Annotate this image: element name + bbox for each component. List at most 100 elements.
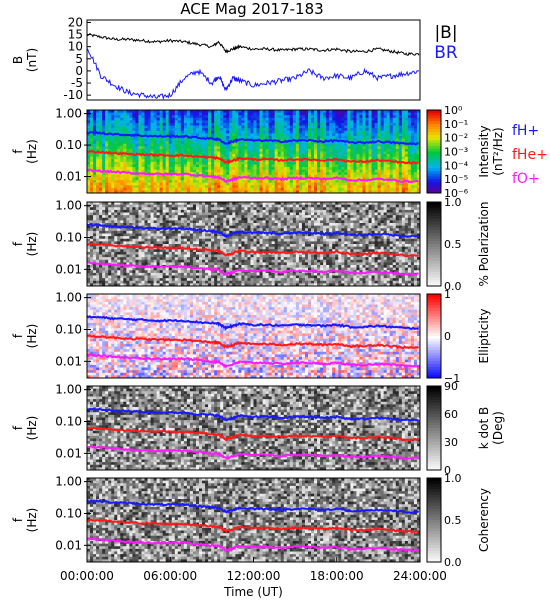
spectrogram-cell [407,135,412,139]
spectrogram-cell [232,125,236,129]
spectrogram-cell [377,151,382,155]
spectrogram-cell [271,172,276,176]
spectrogram-cell [277,141,282,145]
spectrogram-cell [150,151,154,155]
spectrogram-cell [138,204,142,208]
spectrogram-cell [265,122,270,126]
spectrogram-cell [132,161,136,165]
spectrogram-cell [401,122,406,126]
spectrogram-cell [129,161,133,165]
spectrogram-cell [183,128,188,132]
spectrogram-cell [295,128,300,132]
spectrogram-cell [162,249,167,253]
spectrogram-cell [338,169,342,173]
spectrogram-cell [87,207,91,211]
spectrogram-cell [311,159,315,163]
spectrogram-cell [147,202,151,206]
spectrogram-cell [150,146,154,150]
spectrogram-cell [383,164,388,168]
spectrogram-cell [410,167,415,171]
spectrogram-cell [117,146,121,150]
spectrogram-cell [147,167,151,171]
spectrogram-cell [153,146,158,150]
spectrogram-cell [177,146,182,150]
spectrogram-cell [353,120,357,124]
spectrogram-cell [317,151,321,155]
spectrogram-cell [413,112,418,116]
spectrogram-cell [211,262,215,266]
spectrogram-cell [144,148,148,152]
spectrogram-cell [189,275,194,279]
spectrogram-cell [126,217,130,221]
spectrogram-cell [183,177,188,181]
spectrogram-cell [150,223,154,227]
spectrogram-cell [374,182,379,186]
spectrogram-cell [189,141,194,145]
spectrogram-cell [144,151,148,155]
spectrogram-cell [123,246,127,250]
spectrogram-cell [229,133,233,137]
spectrogram-cell [289,151,294,155]
spectrogram-cell [108,156,112,160]
spectrogram-cell [180,128,185,132]
spectrogram-cell [232,135,236,139]
spectrogram-cell [150,169,154,173]
spectrogram-cell [365,164,369,168]
spectrogram-cell [135,117,139,121]
spectrogram-cell [93,130,97,134]
spectrogram-cell [93,154,97,158]
spectrogram-cell [117,280,121,284]
spectrogram-cell [102,180,106,184]
spectrogram-cell [298,154,303,158]
spectrogram-cell [368,130,372,134]
gyro-line-hydrogen [86,131,419,146]
spectrogram-cell [298,117,303,121]
spectrogram-cell [413,117,418,121]
spectrogram-cell [214,172,218,176]
spectrogram-cell [353,169,357,173]
spectrogram-cell [129,169,133,173]
spectrogram-cell [323,172,327,176]
spectrogram-cell [156,236,161,240]
spectrogram-cell [144,220,148,224]
spectrogram-cell [141,125,145,129]
spectrogram-cell [132,272,136,276]
spectrogram-cell [162,167,167,171]
spectrogram-cell [247,120,251,124]
spectrogram-cell [162,151,167,155]
spectrogram-cell [211,244,215,248]
spectrogram-cell [144,280,148,284]
spectrogram-cell [253,185,257,189]
spectrogram-cell [410,112,415,116]
spectrogram-cell [395,110,400,113]
spectrogram-cell [147,161,151,165]
spectrogram-cell [105,283,109,287]
spectrogram-cell [141,148,145,152]
spectrogram-cell [277,148,282,152]
spectrogram-cell [301,112,306,116]
spectrogram-cell [162,251,167,255]
spectrogram-cell [323,110,327,113]
spectrogram-cell [93,174,97,178]
spectrogram-cell [183,138,188,142]
spectrogram-cell [120,204,124,208]
spectrogram-cell [307,180,312,184]
spectrogram-cell [253,169,257,173]
spectrogram-cell [268,110,273,113]
spectrogram-cell [292,130,297,134]
spectrogram-cell [374,115,379,119]
spectrogram-cell [111,209,115,213]
spectrogram-cell [162,133,167,137]
spectrogram-cell [123,159,127,163]
spectrogram-cell [250,182,254,186]
spectrogram-cell [177,138,182,142]
spectrogram-cell [141,120,145,124]
spectrogram-cell [159,151,164,155]
spectrogram-cell [177,212,182,216]
spectrogram-cell [262,167,267,171]
spectrogram-cell [329,133,333,137]
spectrogram-cell [386,161,391,165]
spectrogram-cell [413,151,418,155]
spectrogram-cell [205,117,209,121]
spectrogram-cell [371,167,375,171]
